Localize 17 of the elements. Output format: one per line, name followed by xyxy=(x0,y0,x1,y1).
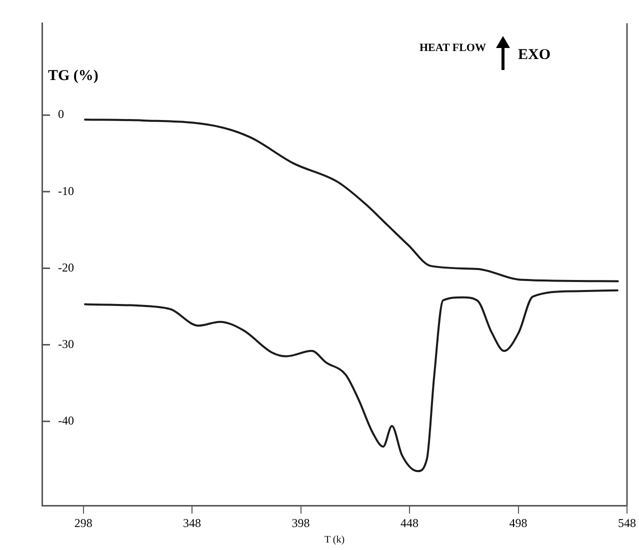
x-tick-label: 448 xyxy=(400,516,419,530)
y-tick-label: -40 xyxy=(58,414,74,428)
annotation: EXO xyxy=(518,46,551,63)
annotation: HEAT FLOW xyxy=(419,42,486,54)
line-series xyxy=(84,118,619,282)
x-tick-label: 398 xyxy=(292,516,310,530)
x-tick-label: 348 xyxy=(183,516,202,530)
x-tick-label: 498 xyxy=(509,516,528,530)
y-tick-label: 0 xyxy=(58,107,64,122)
x-tick-label: 548 xyxy=(618,516,636,530)
y-axis-title: TG (%) xyxy=(48,68,98,84)
y-tick-label: -10 xyxy=(58,184,74,198)
y-tick-label: -20 xyxy=(58,260,74,274)
x-tick-label: 298 xyxy=(74,516,92,530)
y-tick-label: -30 xyxy=(58,336,74,351)
x-axis-title: T (k) xyxy=(324,534,345,546)
line-series xyxy=(84,289,618,472)
